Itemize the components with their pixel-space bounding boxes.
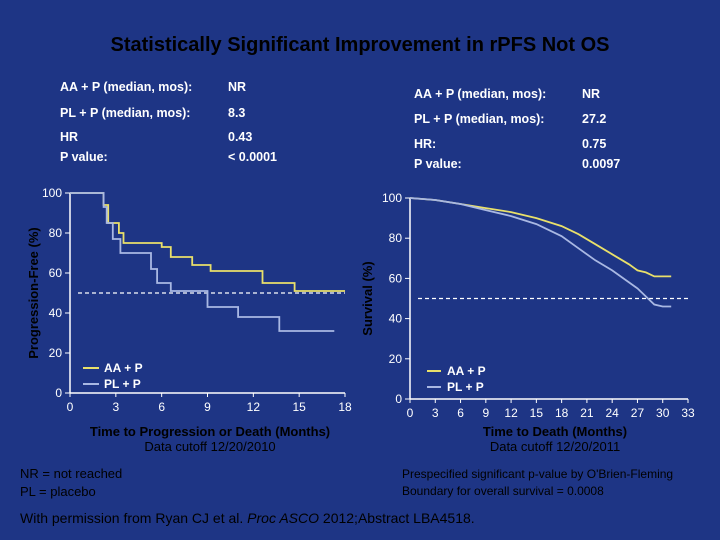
right-legend-label-pl: PL + P <box>447 380 484 394</box>
right-stats: AA + P (median, mos): NR PL + P (median,… <box>414 87 684 187</box>
left-x-tick-label: 18 <box>338 400 352 414</box>
left-caption: Time to Progression or Death (Months) Da… <box>40 424 380 454</box>
left-series-pl-p-line <box>70 192 335 332</box>
left-y-tick-label: 0 <box>55 386 62 400</box>
left-x-tick-label: 9 <box>204 400 211 414</box>
left-y-tick-label: 20 <box>49 346 63 360</box>
permission-prefix: With permission from Ryan CJ et al. <box>20 510 248 526</box>
left-stats: AA + P (median, mos): NR PL + P (median,… <box>60 80 330 180</box>
right-x-tick-label: 12 <box>504 406 518 420</box>
right-y-tick-label: 100 <box>382 191 402 205</box>
left-legend-swatch-aa <box>83 367 99 369</box>
right-x-tick-label: 3 <box>432 406 439 420</box>
right-x-tick-label: 18 <box>555 406 569 420</box>
permission-suffix: 2012;Abstract LBA4518. <box>319 510 475 526</box>
left-stat-value-2: 8.3 <box>228 106 246 120</box>
left-caption-title: Time to Progression or Death (Months) <box>89 424 331 439</box>
permission-note: With permission from Ryan CJ et al. Proc… <box>20 510 475 526</box>
right-legend-swatch-aa <box>427 370 441 372</box>
right-legend-label-aa: AA + P <box>447 364 486 378</box>
right-x-tick-label: 21 <box>580 406 594 420</box>
left-x-tick-label: 3 <box>112 400 119 414</box>
right-x-tick-label: 15 <box>530 406 544 420</box>
footnote-pl: PL = placebo <box>20 484 96 499</box>
right-y-tick-label: 80 <box>389 231 403 245</box>
right-x-tick-label: 33 <box>681 406 695 420</box>
left-y-tick-label: 80 <box>49 226 63 240</box>
right-stat-value-3: 0.75 <box>582 137 607 151</box>
right-series-pl-p-line <box>409 197 672 308</box>
right-caption-title: Time to Death (Months) <box>482 424 628 439</box>
slide-title: Statistically Significant Improvement in… <box>110 34 610 56</box>
right-stat-value-2: 27.2 <box>582 112 607 126</box>
right-y-tick-label: 40 <box>389 312 403 326</box>
right-x-tick-label: 30 <box>656 406 670 420</box>
right-x-tick-label: 6 <box>457 406 464 420</box>
left-stat-label-3: HR <box>60 130 79 144</box>
right-series-aa-p-line <box>409 197 672 278</box>
left-y-tick-label: 60 <box>49 266 63 280</box>
left-stat-label-4: P value: <box>60 150 108 164</box>
right-x-tick-label: 0 <box>407 406 414 420</box>
left-stat-label-2: PL + P (median, mos): <box>60 106 191 120</box>
right-chart: 0 20 40 60 80 100 0 3 6 9 12 15 18 21 24 27 30 33 Survival… <box>360 191 695 420</box>
permission-journal: Proc ASCO <box>247 510 320 526</box>
left-chart: 0 20 40 60 80 100 0 3 6 9 12 15 18 Progression-Free (… <box>26 186 352 414</box>
right-caption-sub: Data cutoff 12/20/2011 <box>489 439 621 454</box>
right-stat-label-2: PL + P (median, mos): <box>414 112 545 126</box>
right-x-tick-label: 9 <box>482 406 489 420</box>
right-y-axis-label: Survival (%) <box>360 261 375 335</box>
right-stat-label-1: AA + P (median, mos): <box>414 87 547 101</box>
left-legend-swatch-pl <box>83 383 99 385</box>
left-x-tick-label: 0 <box>67 400 74 414</box>
right-y-tick-label: 0 <box>395 392 402 406</box>
right-x-tick-label: 27 <box>631 406 645 420</box>
left-stat-value-1: NR <box>228 80 247 94</box>
left-stat-value-3: 0.43 <box>228 130 253 144</box>
left-caption-sub: Data cutoff 12/20/2010 <box>144 439 276 454</box>
right-y-tick-label: 60 <box>389 271 403 285</box>
left-y-tick-label: 100 <box>42 186 62 200</box>
right-stat-label-3: HR: <box>414 137 437 151</box>
left-y-tick-label: 40 <box>49 306 63 320</box>
right-stat-label-4: P value: <box>414 157 462 171</box>
left-stat-label-1: AA + P (median, mos): <box>60 80 193 94</box>
left-series-aa-p-line <box>70 192 345 292</box>
right-caption: Time to Death (Months) Data cutoff 12/20… <box>410 424 700 454</box>
right-stat-value-1: NR <box>582 87 601 101</box>
left-x-tick-label: 6 <box>158 400 165 414</box>
left-legend-label-aa: AA + P <box>104 361 143 375</box>
right-legend-swatch-pl <box>427 386 441 388</box>
left-stat-value-4: < 0.0001 <box>228 150 278 164</box>
left-y-axis-label: Progression-Free (%) <box>26 227 41 358</box>
right-stat-value-4: 0.0097 <box>582 157 621 171</box>
right-x-tick-label: 24 <box>606 406 620 420</box>
footnote-boundary: Prespecified significant p-value by O'Br… <box>402 467 674 498</box>
footnote-nr: NR = not reached <box>20 466 123 481</box>
left-x-tick-label: 15 <box>292 400 306 414</box>
right-y-tick-label: 20 <box>389 352 403 366</box>
left-legend-label-pl: PL + P <box>104 377 141 391</box>
left-x-tick-label: 12 <box>247 400 261 414</box>
